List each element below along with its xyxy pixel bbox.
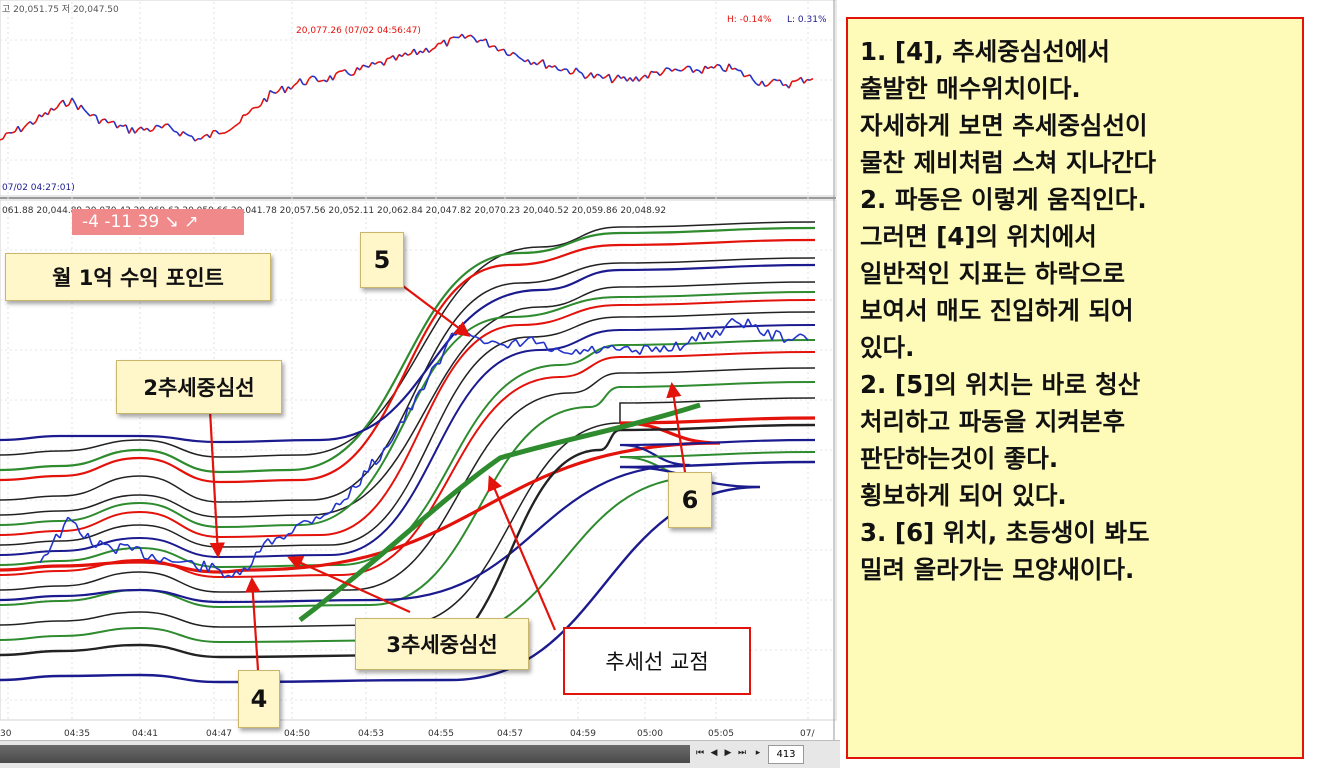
nav-next-icon[interactable]: ▶ <box>722 746 734 761</box>
top-price-segment <box>321 80 324 81</box>
note-line: 처리하고 파동을 지켜본후 <box>860 403 1290 440</box>
callout-point-4: 4 <box>238 670 280 728</box>
signal-tally-badge: -4 -11 39 ↘ ↗ <box>72 209 244 235</box>
nav-last-icon[interactable]: ⏭ <box>736 746 748 761</box>
top-price-segment <box>498 50 501 51</box>
zoom-input[interactable]: 413 <box>768 745 804 764</box>
top-price-segment <box>765 85 768 86</box>
top-price-segment <box>489 46 492 47</box>
note-line: 2. 파동은 이렇게 움직인다. <box>860 181 1290 218</box>
top-price-segment <box>450 37 453 38</box>
top-price-segment <box>807 80 810 81</box>
top-price-segment <box>12 132 15 133</box>
x-tick-label: 30 <box>0 729 12 739</box>
top-price-segment <box>156 125 159 126</box>
top-price-segment <box>351 75 354 76</box>
x-tick-label: 04:47 <box>206 729 232 739</box>
nav-first-icon[interactable]: ⏮ <box>694 746 706 761</box>
lo-label: L: 0.31% <box>787 15 827 25</box>
top-price-segment <box>666 68 669 69</box>
note-line: 자세하게 보면 추세중심선이 <box>860 107 1290 144</box>
top-price-segment <box>93 115 96 116</box>
note-line: 횡보하게 되어 있다. <box>860 477 1290 514</box>
callout-point-5: 5 <box>360 232 404 288</box>
x-tick-label: 05:05 <box>708 729 734 739</box>
note-line: 일반적인 지표는 하락으로 <box>860 255 1290 292</box>
x-axis-ticks: 30 04:35 04:41 04:47 04:50 04:53 04:55 04:57 04:… <box>0 729 815 739</box>
callout-trend-center-3: 3추세중심선 <box>355 618 529 670</box>
lower-price-segment <box>548 350 552 351</box>
lower-price-segment <box>144 558 148 559</box>
chart-scrollbar[interactable] <box>0 745 690 763</box>
lower-price-segment <box>616 350 620 351</box>
x-tick-label: 04:59 <box>570 729 596 739</box>
nav-prev-icon[interactable]: ◀ <box>708 746 720 761</box>
nav-zoom-icon[interactable]: ▸ <box>752 746 764 761</box>
peak-label: 20,077.26 (07/02 04:56:47) <box>296 26 421 36</box>
lower-price-segment <box>288 533 292 534</box>
note-line: 판단하는것이 좋다. <box>860 440 1290 477</box>
callout-monthly-profit: 월 1억 수익 포인트 <box>5 253 271 301</box>
x-tick-label: 04:50 <box>284 729 310 739</box>
callout-trendline-cross: 추세선 교점 <box>563 627 751 695</box>
note-line: 있다. <box>860 329 1290 366</box>
top-price-segment <box>312 76 315 77</box>
x-tick-label: 04:55 <box>428 729 454 739</box>
note-line: 1. [4], 추세중심선에서 <box>860 33 1290 70</box>
top-price-segment <box>696 70 699 71</box>
top-header-values: 고 20,051.75 저 20,047.50 <box>2 4 119 15</box>
top-price-segment <box>558 70 561 71</box>
x-tick-label: 04:35 <box>64 729 90 739</box>
top-price-segment <box>597 74 600 75</box>
hi-label: H: -0.14% <box>727 15 772 25</box>
note-line: 물찬 제비처럼 스쳐 지나간다 <box>860 144 1290 181</box>
top-price-segment <box>570 73 573 74</box>
lower-price-segment <box>304 521 308 522</box>
top-price-segment <box>717 65 720 66</box>
lower-price-segment <box>136 547 140 548</box>
lower-price-segment <box>180 562 184 563</box>
callout-trend-center-2: 2추세중심선 <box>116 360 282 414</box>
top-price-segment <box>108 122 111 123</box>
top-price-segment <box>0 139 3 140</box>
low-label: 07/02 04:27:01) <box>2 183 75 193</box>
note-line: 그러면 [4]의 위치에서 <box>860 218 1290 255</box>
top-price-segment <box>174 131 177 132</box>
x-tick-label: 05:00 <box>637 729 663 739</box>
top-price-segment <box>150 130 153 131</box>
x-tick-label: 04:53 <box>358 729 384 739</box>
top-price-segment <box>219 133 222 134</box>
lower-price-segment <box>492 341 496 342</box>
lower-price-segment <box>500 344 504 345</box>
note-line: 2. [5]의 위치는 바로 청산 <box>860 366 1290 403</box>
x-tick-label: 07/ <box>800 729 815 739</box>
chart-area: 30 04:35 04:41 04:47 04:50 04:53 04:55 04:57 04:… <box>0 0 840 767</box>
note-line: 출발한 매수위치이다. <box>860 70 1290 107</box>
top-price-segment <box>387 58 390 59</box>
top-price-segment <box>675 69 678 70</box>
lower-price-segment <box>536 343 540 344</box>
top-price-segment <box>120 125 123 126</box>
lower-price-segment <box>788 339 792 340</box>
top-price-segment <box>732 68 735 69</box>
lower-price-segment <box>472 336 476 337</box>
top-price-segment <box>189 136 192 137</box>
top-price-segment <box>651 72 654 73</box>
x-tick-label: 04:57 <box>497 729 523 739</box>
lower-price-segment <box>564 353 568 354</box>
top-price-segment <box>678 70 681 71</box>
note-line: 보여서 매도 진입하게 되어 <box>860 292 1290 329</box>
top-price-segment <box>252 108 255 109</box>
note-line: 3. [6] 위치, 초등생이 봐도 <box>860 514 1290 551</box>
lower-price-segment <box>276 537 280 538</box>
callout-point-6: 6 <box>668 472 712 528</box>
note-line: 밀려 올라가는 모양새이다. <box>860 551 1290 588</box>
x-tick-label: 04:41 <box>132 729 158 739</box>
chart-bottom-bar: ⏮ ◀ ▶ ⏭ ▸ 413 <box>0 740 840 768</box>
top-price-segment <box>363 65 366 66</box>
top-price-segment <box>744 76 747 77</box>
